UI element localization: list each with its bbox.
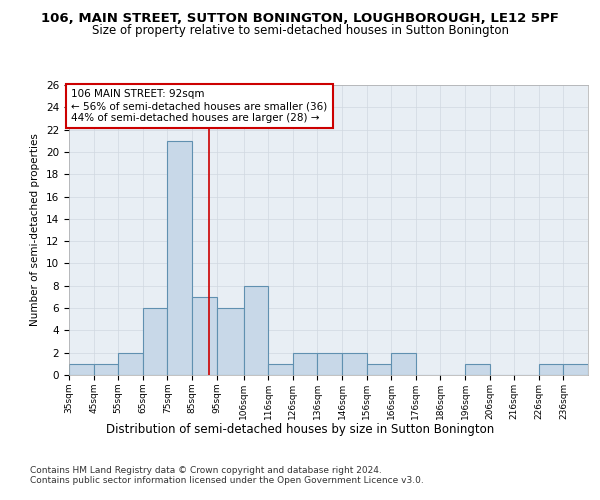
Text: Contains public sector information licensed under the Open Government Licence v3: Contains public sector information licen… [30,476,424,485]
Bar [167,141,192,375]
Bar [268,364,293,375]
Text: Size of property relative to semi-detached houses in Sutton Bonington: Size of property relative to semi-detach… [91,24,509,37]
Text: 106 MAIN STREET: 92sqm
← 56% of semi-detached houses are smaller (36)
44% of sem: 106 MAIN STREET: 92sqm ← 56% of semi-det… [71,90,328,122]
Bar [69,364,94,375]
Bar [317,352,342,375]
Bar [143,308,167,375]
Bar [118,352,143,375]
Bar [192,297,217,375]
Bar [94,364,118,375]
Y-axis label: Number of semi-detached properties: Number of semi-detached properties [31,134,40,326]
Bar [217,308,244,375]
Text: 106, MAIN STREET, SUTTON BONINGTON, LOUGHBOROUGH, LE12 5PF: 106, MAIN STREET, SUTTON BONINGTON, LOUG… [41,12,559,26]
Bar [367,364,391,375]
Bar [293,352,317,375]
Bar [342,352,367,375]
Bar [391,352,416,375]
Bar [563,364,588,375]
Bar [465,364,490,375]
Text: Contains HM Land Registry data © Crown copyright and database right 2024.: Contains HM Land Registry data © Crown c… [30,466,382,475]
Text: Distribution of semi-detached houses by size in Sutton Bonington: Distribution of semi-detached houses by … [106,422,494,436]
Bar [244,286,268,375]
Bar [539,364,563,375]
